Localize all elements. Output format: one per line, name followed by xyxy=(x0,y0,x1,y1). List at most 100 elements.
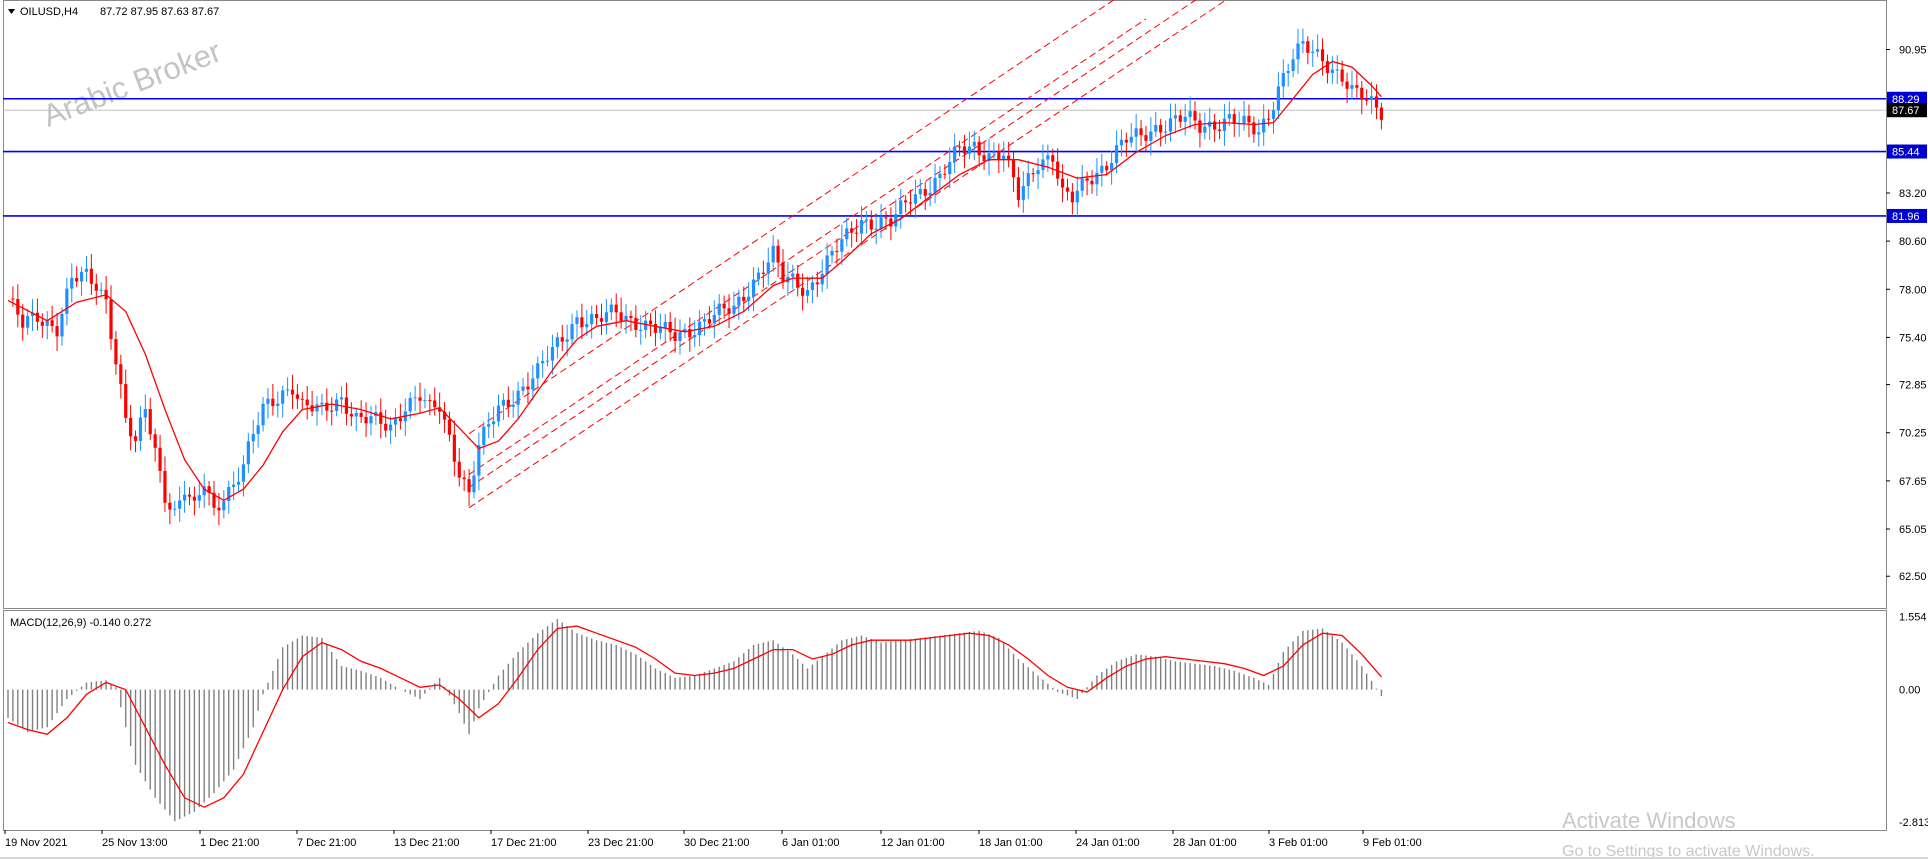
x-tick-label: 7 Dec 21:00 xyxy=(297,837,356,849)
candle xyxy=(285,377,290,396)
candle xyxy=(1154,111,1158,137)
candle xyxy=(330,397,334,426)
candle xyxy=(1168,103,1173,142)
candle xyxy=(413,385,417,411)
candle xyxy=(673,317,677,353)
candle xyxy=(972,130,976,161)
candle xyxy=(702,313,707,336)
candle xyxy=(369,406,373,436)
y-tick-label: 65.05 xyxy=(1899,524,1927,536)
candle xyxy=(1080,164,1084,197)
candle xyxy=(653,310,658,347)
candle xyxy=(536,356,540,389)
candle xyxy=(168,493,172,525)
candle xyxy=(1262,104,1266,146)
candle xyxy=(1276,72,1280,120)
channel-line[interactable] xyxy=(468,0,1146,435)
candle xyxy=(791,264,795,289)
y-tick-label: 70.25 xyxy=(1899,428,1927,440)
candle xyxy=(1306,36,1310,65)
candle xyxy=(50,305,54,333)
candle xyxy=(727,294,731,329)
candle xyxy=(683,323,687,339)
candle xyxy=(1213,113,1217,143)
y-tick-label: 72.85 xyxy=(1899,380,1927,392)
candle xyxy=(599,303,604,336)
candle xyxy=(962,134,967,169)
candle xyxy=(933,164,937,204)
candle xyxy=(864,211,868,234)
candle xyxy=(1139,120,1143,146)
candle xyxy=(408,392,412,419)
candle xyxy=(1311,39,1315,67)
y-tick-label: 67.65 xyxy=(1899,476,1927,488)
symbol-tabs-strip[interactable] xyxy=(0,857,1928,859)
candle xyxy=(1085,171,1089,196)
candle xyxy=(21,304,25,341)
macd-y-tick-label: -2.813 xyxy=(1899,817,1928,829)
candle xyxy=(967,131,971,160)
candle xyxy=(158,434,162,483)
candle xyxy=(634,305,638,338)
candle xyxy=(496,394,501,427)
candle xyxy=(452,420,456,477)
candle xyxy=(693,320,697,348)
candle xyxy=(977,135,981,167)
candle xyxy=(433,387,437,416)
candle xyxy=(1222,104,1227,146)
candle xyxy=(938,166,942,193)
candle xyxy=(315,395,319,426)
candle xyxy=(133,430,138,453)
candle xyxy=(1100,153,1104,187)
candle xyxy=(236,467,241,492)
candle xyxy=(580,303,584,340)
channel-line[interactable] xyxy=(468,18,1147,475)
candle xyxy=(854,219,859,243)
candle xyxy=(192,486,196,516)
activate-windows-subtitle: Go to Settings to activate Windows. xyxy=(1562,843,1815,859)
candle xyxy=(698,310,702,347)
candle xyxy=(1345,72,1349,104)
candle xyxy=(869,210,873,237)
candle xyxy=(501,393,506,420)
x-tick-label: 12 Jan 01:00 xyxy=(881,837,945,849)
candle xyxy=(182,480,187,513)
candle xyxy=(913,179,918,218)
candle xyxy=(1051,148,1055,175)
candle xyxy=(1173,103,1177,133)
candle xyxy=(801,273,805,311)
symbol-label: OILUSD,H4 xyxy=(20,6,78,18)
candle xyxy=(688,317,692,352)
candle xyxy=(1119,129,1124,157)
candle xyxy=(899,188,903,229)
candle xyxy=(212,480,216,516)
candle xyxy=(472,460,476,499)
activate-windows-title: Activate Windows xyxy=(1562,808,1736,833)
candle xyxy=(835,238,839,265)
symbol-dropdown-icon[interactable] xyxy=(8,9,15,14)
candle xyxy=(251,419,255,454)
candle xyxy=(619,297,623,329)
candle xyxy=(423,388,427,409)
candle xyxy=(384,409,388,438)
candle xyxy=(148,397,152,441)
candle xyxy=(722,295,726,319)
x-tick-label: 30 Dec 21:00 xyxy=(684,837,749,849)
candle xyxy=(388,416,393,444)
candle xyxy=(997,143,1001,173)
candle xyxy=(629,310,633,331)
candle xyxy=(84,256,89,282)
candle xyxy=(732,291,736,319)
candle xyxy=(65,277,69,326)
candle xyxy=(904,195,908,213)
candle xyxy=(114,331,118,375)
candle xyxy=(712,300,716,339)
candle xyxy=(982,142,986,171)
candle xyxy=(874,214,878,245)
candle xyxy=(545,345,550,367)
x-tick-label: 23 Dec 21:00 xyxy=(588,837,653,849)
candle xyxy=(1227,101,1231,127)
candle xyxy=(1070,182,1074,215)
candle xyxy=(1281,59,1285,99)
